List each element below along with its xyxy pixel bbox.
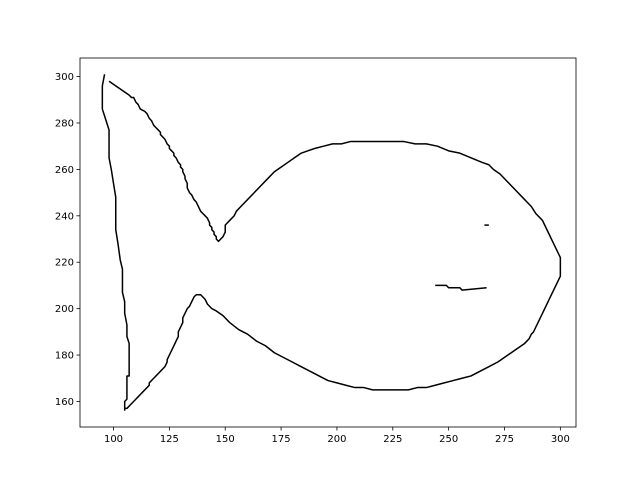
y-tick-label: 300	[55, 72, 74, 83]
x-tick-label: 225	[383, 434, 402, 445]
x-tick-label: 150	[216, 434, 235, 445]
series-line-0	[101, 74, 130, 411]
x-tick-label: 300	[551, 434, 570, 445]
series-line-1	[108, 80, 562, 410]
x-tick-label: 175	[272, 434, 291, 445]
y-tick-label: 260	[55, 165, 74, 176]
x-tick-label: 125	[160, 434, 179, 445]
x-tick-label: 100	[104, 434, 123, 445]
y-tick-label: 200	[55, 304, 74, 315]
x-tick-label: 250	[439, 434, 458, 445]
y-tick-label: 280	[55, 118, 74, 129]
y-tick-label: 160	[55, 397, 74, 408]
series-line-3	[435, 284, 487, 291]
y-tick-label: 180	[55, 351, 74, 362]
y-tick-label: 220	[55, 258, 74, 269]
plot-area	[101, 74, 562, 411]
axis-ticks: 100 125 150 175 200 225 250 275 300 160 180 200 220 2…	[55, 72, 570, 445]
y-tick-label: 240	[55, 211, 74, 222]
x-tick-label: 200	[327, 434, 346, 445]
axes-frame	[79, 57, 577, 428]
x-tick-label: 275	[495, 434, 514, 445]
